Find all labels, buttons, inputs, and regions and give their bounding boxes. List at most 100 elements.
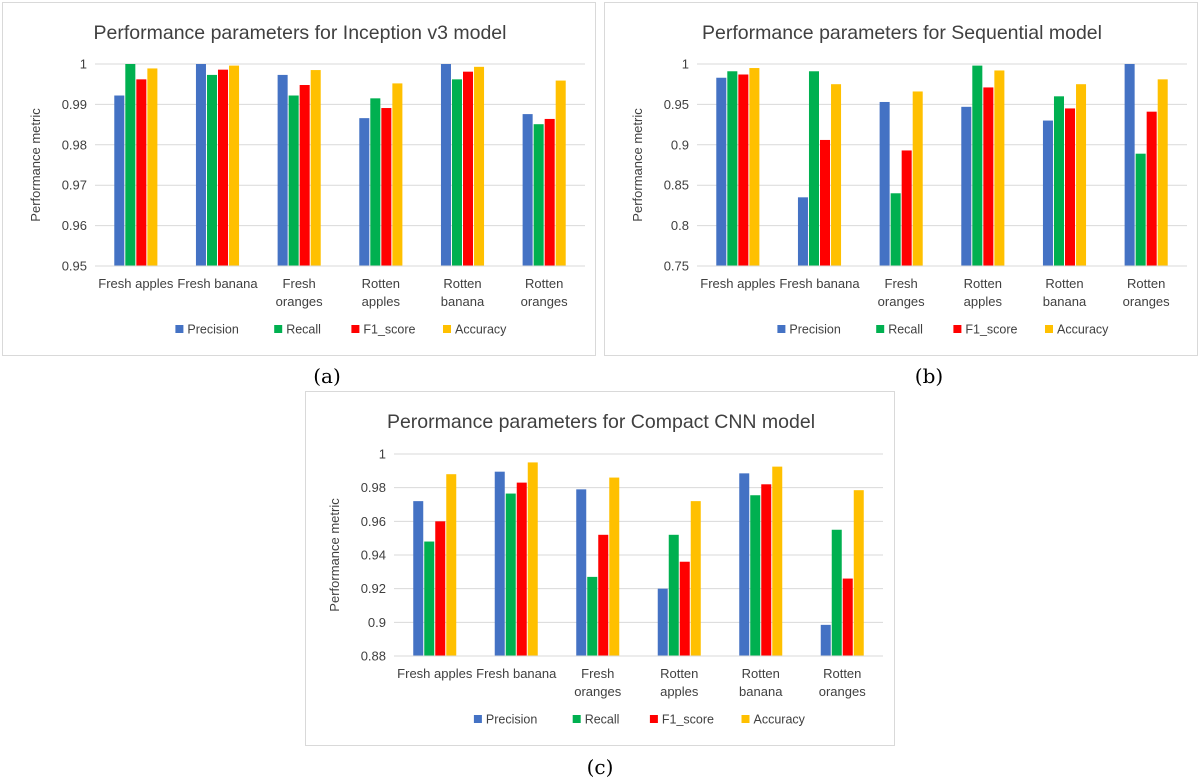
bar-f1-score [598, 534, 609, 656]
legend-label: F1_score [662, 713, 714, 727]
x-tick-label: banana [739, 684, 783, 699]
legend-swatch [741, 715, 750, 723]
bar-recall [125, 64, 136, 266]
bar-recall [890, 193, 901, 266]
x-tick-label: Rotten [525, 276, 563, 291]
bar-accuracy [527, 462, 538, 656]
y-tick-label: 0.8 [671, 218, 689, 233]
bar-accuracy [474, 66, 485, 266]
bar-recall [424, 541, 435, 656]
x-tick-label: banana [1043, 294, 1087, 309]
bar-precision [657, 588, 668, 656]
bar-precision [359, 118, 370, 266]
x-tick-label: Fresh banana [476, 666, 557, 681]
x-tick-label: Rotten [1127, 276, 1165, 291]
bar-f1-score [820, 139, 831, 266]
bar-accuracy [609, 477, 620, 656]
y-tick-label: 0.85 [664, 178, 689, 193]
bar-recall [831, 529, 842, 656]
bar-precision [522, 114, 533, 266]
bar-accuracy [749, 68, 760, 266]
bar-accuracy [1157, 79, 1168, 267]
bar-precision [879, 101, 890, 266]
x-tick-label: Fresh [283, 276, 316, 291]
bar-precision [195, 64, 206, 266]
bar-f1-score [516, 482, 527, 656]
y-tick-label: 1 [80, 57, 87, 72]
x-tick-label: Fresh apples [397, 666, 473, 681]
legend-label: Precision [486, 713, 537, 727]
x-tick-label: Rotten [964, 276, 1002, 291]
bar-recall [750, 495, 761, 656]
bar-precision [961, 106, 972, 266]
chart-svg-compact-cnn: Perormance parameters for Compact CNN mo… [327, 411, 883, 727]
legend-swatch [649, 715, 658, 723]
bar-accuracy [1076, 84, 1087, 266]
x-tick-label: Rotten [742, 666, 780, 681]
legend-swatch [351, 325, 360, 333]
legend-swatch [1045, 325, 1053, 333]
bar-f1-score [983, 87, 994, 266]
bar-precision [494, 471, 505, 656]
bar-f1-score [381, 108, 392, 266]
bar-accuracy [310, 70, 321, 266]
chart-panel-compact-cnn: Perormance parameters for Compact CNN mo… [305, 391, 895, 746]
x-tick-label: Fresh apples [98, 276, 174, 291]
chart-title: Perormance parameters for Compact CNN mo… [387, 411, 815, 433]
y-tick-label: 0.75 [664, 259, 689, 274]
y-tick-label: 0.95 [664, 97, 689, 112]
y-tick-label: 0.95 [62, 259, 87, 274]
bar-recall [1053, 96, 1064, 266]
legend-swatch [473, 715, 482, 723]
caption-c: (c) [586, 755, 614, 779]
bar-accuracy [446, 474, 457, 656]
chart-panel-sequential: Performance parameters for Sequential mo… [604, 2, 1198, 356]
bar-recall [1135, 153, 1146, 266]
x-tick-label: apples [964, 294, 1003, 309]
bar-accuracy [912, 91, 923, 266]
legend-label: Precision [187, 323, 238, 337]
chart-panel-inception: Performance parameters for Inception v3 … [2, 2, 596, 356]
bar-precision [576, 489, 587, 656]
bar-f1-score [299, 85, 310, 267]
x-tick-label: oranges [1123, 294, 1170, 309]
bar-accuracy [994, 70, 1005, 267]
legend-swatch [572, 715, 581, 723]
legend-swatch [876, 325, 885, 333]
y-axis-label: Performance metric [28, 108, 43, 222]
bar-precision [413, 501, 424, 656]
legend-label: Accuracy [1057, 323, 1109, 337]
bar-precision [739, 473, 750, 656]
x-tick-label: apples [660, 684, 699, 699]
x-tick-label: Fresh banana [779, 276, 860, 291]
legend-label: Precision [789, 323, 840, 337]
bar-f1-score [738, 74, 749, 266]
bar-precision [1124, 64, 1135, 266]
y-tick-label: 0.98 [361, 480, 386, 495]
legend-label: Recall [585, 713, 620, 727]
bar-recall [288, 95, 299, 267]
bar-f1-score [679, 561, 690, 656]
y-tick-label: 0.94 [361, 548, 386, 563]
bar-accuracy [831, 84, 842, 266]
bar-recall [451, 79, 462, 267]
bar-precision [797, 197, 808, 266]
bar-recall [533, 124, 544, 266]
legend-swatch [274, 325, 283, 333]
legend-swatch [175, 325, 184, 333]
legend-label: F1_score [965, 323, 1017, 337]
legend-swatch [953, 325, 962, 333]
bar-f1-score [544, 118, 555, 266]
bar-accuracy [147, 68, 158, 266]
bar-accuracy [772, 466, 783, 656]
y-tick-label: 0.99 [62, 97, 87, 112]
bar-f1-score [901, 150, 912, 266]
bar-recall [808, 71, 819, 266]
chart-svg-inception: Performance parameters for Inception v3 … [28, 22, 585, 337]
bar-recall [206, 74, 217, 267]
y-tick-label: 0.96 [62, 218, 87, 233]
bar-recall [505, 493, 516, 656]
bar-recall [370, 98, 381, 266]
x-tick-label: oranges [574, 684, 621, 699]
x-tick-label: Rotten [660, 666, 698, 681]
